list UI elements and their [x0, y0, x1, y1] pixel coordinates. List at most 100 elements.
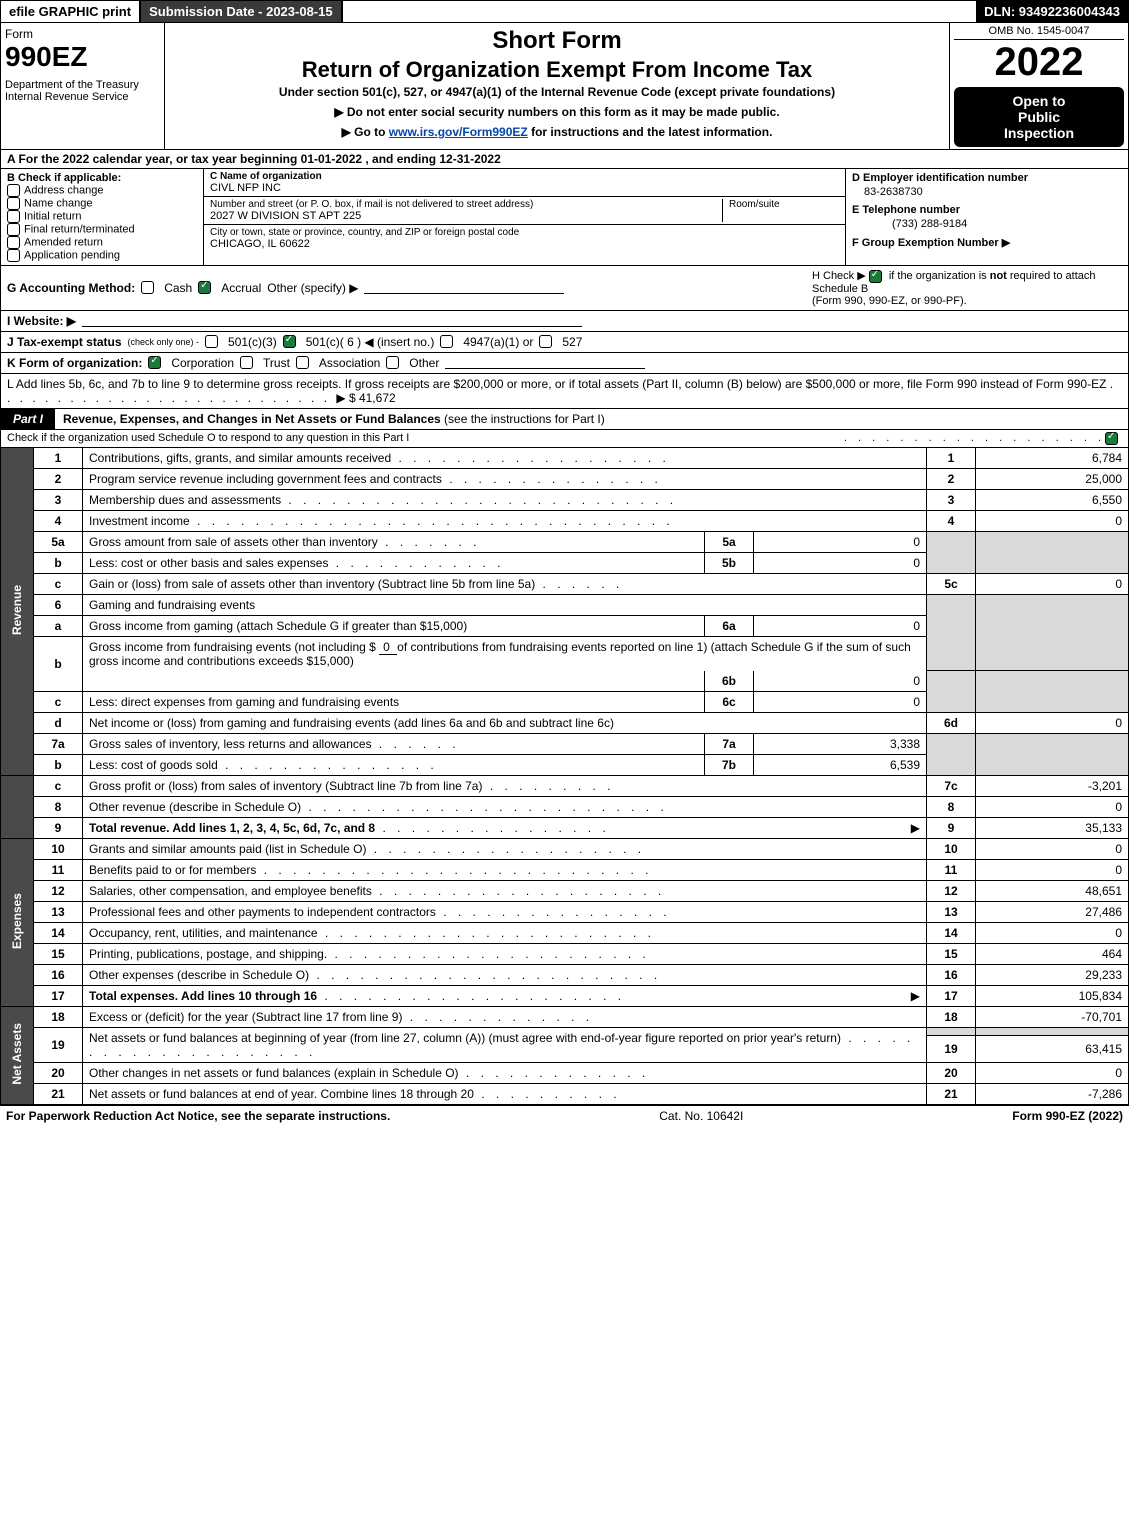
l-text: L Add lines 5b, 6c, and 7b to line 9 to … — [7, 377, 1106, 391]
line-17-amt: 105,834 — [976, 985, 1129, 1006]
k-other-blank[interactable] — [445, 356, 645, 369]
l-row: L Add lines 5b, 6c, and 7b to line 9 to … — [0, 374, 1129, 409]
return-title: Return of Organization Exempt From Incom… — [169, 57, 945, 83]
line-17-desc: Total expenses. Add lines 10 through 16 … — [83, 985, 927, 1006]
footer-left: For Paperwork Reduction Act Notice, see … — [6, 1109, 390, 1123]
goto-post: for instructions and the latest informat… — [531, 125, 772, 139]
chk-other-org[interactable] — [386, 356, 399, 369]
chk-final-return[interactable] — [7, 223, 20, 236]
phone: (733) 288-9184 — [852, 216, 1122, 236]
line-7c-amt: -3,201 — [976, 775, 1129, 796]
line-5a-mini-amt: 0 — [754, 531, 927, 552]
line-16-box: 16 — [927, 964, 976, 985]
line-6c-no: c — [34, 691, 83, 712]
line-21-box: 21 — [927, 1083, 976, 1104]
line-5c-box: 5c — [927, 573, 976, 594]
g-other: Other (specify) ▶ — [267, 281, 358, 295]
line-17-box: 17 — [927, 985, 976, 1006]
chk-initial-return[interactable] — [7, 210, 20, 223]
g-other-blank[interactable] — [364, 281, 564, 294]
line-6b-desc-bottom — [83, 671, 705, 692]
goto-pre: ▶ Go to — [342, 125, 389, 139]
dept-label: Department of the Treasury — [5, 79, 160, 91]
part-i-header: Part I Revenue, Expenses, and Changes in… — [0, 409, 1129, 430]
chk-assoc[interactable] — [296, 356, 309, 369]
part-i-table: Revenue 1 Contributions, gifts, grants, … — [0, 448, 1129, 1105]
line-7c-no: c — [34, 775, 83, 796]
sidebar-revenue-cont — [1, 775, 34, 838]
irs-link[interactable]: www.irs.gov/Form990EZ — [389, 125, 528, 139]
line-6c-desc: Less: direct expenses from gaming and fu… — [83, 691, 705, 712]
chk-h[interactable] — [869, 270, 882, 283]
chk-application-pending[interactable] — [7, 249, 20, 262]
line-14-box: 14 — [927, 922, 976, 943]
line-13-box: 13 — [927, 901, 976, 922]
line-6a-mini-amt: 0 — [754, 615, 927, 636]
sidebar-revenue: Revenue — [1, 448, 34, 776]
chk-name-change[interactable] — [7, 197, 20, 210]
org-address: 2027 W DIVISION ST APT 225 — [210, 210, 722, 222]
shade-7-amt — [976, 733, 1129, 775]
chk-address-change[interactable] — [7, 184, 20, 197]
line-19-box: 19 — [927, 1036, 976, 1062]
l-value: $ 41,672 — [349, 391, 396, 405]
line-13-no: 13 — [34, 901, 83, 922]
line-15-desc: Printing, publications, postage, and shi… — [83, 943, 927, 964]
line-6d-no: d — [34, 712, 83, 733]
chk-amended-return[interactable] — [7, 236, 20, 249]
line-7b-desc: Less: cost of goods sold . . . . . . . .… — [83, 754, 705, 775]
chk-cash[interactable] — [141, 281, 154, 294]
b-opt-2: Initial return — [24, 210, 81, 222]
efile-label[interactable]: efile GRAPHIC print — [1, 1, 141, 22]
section-b: B Check if applicable: Address change Na… — [1, 169, 204, 265]
line-11-box: 11 — [927, 859, 976, 880]
chk-corp[interactable] — [148, 356, 161, 369]
line-12-box: 12 — [927, 880, 976, 901]
line-7b-no: b — [34, 754, 83, 775]
room-suite-label: Room/suite — [722, 199, 839, 222]
chk-accrual[interactable] — [198, 281, 211, 294]
website-blank[interactable] — [82, 314, 582, 327]
line-11-amt: 0 — [976, 859, 1129, 880]
footer-right: Form 990-EZ (2022) — [1012, 1109, 1123, 1123]
sidebar-net-assets: Net Assets — [1, 1006, 34, 1104]
line-8-box: 8 — [927, 796, 976, 817]
chk-sched-o[interactable] — [1105, 432, 1118, 445]
line-9-desc: Total revenue. Add lines 1, 2, 3, 4, 5c,… — [83, 817, 927, 838]
line-6a-no: a — [34, 615, 83, 636]
line-14-desc: Occupancy, rent, utilities, and maintena… — [83, 922, 927, 943]
h-text2: if the organization is — [889, 270, 990, 282]
shade-5 — [927, 531, 976, 573]
line-13-desc: Professional fees and other payments to … — [83, 901, 927, 922]
chk-4947[interactable] — [440, 335, 453, 348]
b-opt-0: Address change — [24, 184, 104, 196]
ssn-warning: ▶ Do not enter social security numbers o… — [169, 105, 945, 119]
line-10-desc: Grants and similar amounts paid (list in… — [83, 838, 927, 859]
line-11-no: 11 — [34, 859, 83, 880]
line-4-amt: 0 — [976, 510, 1129, 531]
line-7c-desc: Gross profit or (loss) from sales of inv… — [83, 775, 927, 796]
line-7b-mini-amt: 6,539 — [754, 754, 927, 775]
chk-501c3[interactable] — [205, 335, 218, 348]
chk-trust[interactable] — [240, 356, 253, 369]
h-box: H Check ▶ if the organization is not req… — [812, 269, 1122, 307]
line-6b-no: b — [34, 636, 83, 691]
sidebar-expenses: Expenses — [1, 838, 34, 1006]
line-20-amt: 0 — [976, 1062, 1129, 1083]
line-17-arrow: ▶ — [911, 989, 920, 1003]
section-c: C Name of organization CIVL NFP INC Numb… — [204, 169, 845, 265]
chk-527[interactable] — [539, 335, 552, 348]
line-6-no: 6 — [34, 594, 83, 615]
chk-501c[interactable] — [283, 335, 296, 348]
line-6b-underline: 0 — [379, 640, 397, 655]
form-number: 990EZ — [5, 41, 160, 73]
shade-6 — [927, 594, 976, 671]
org-city: CHICAGO, IL 60622 — [210, 238, 839, 250]
line-6c-mini-no: 6c — [705, 691, 754, 712]
shade-6bc — [927, 671, 976, 713]
line-7a-no: 7a — [34, 733, 83, 754]
line-5c-amt: 0 — [976, 573, 1129, 594]
line-4-no: 4 — [34, 510, 83, 531]
line-6d-amt: 0 — [976, 712, 1129, 733]
line-16-amt: 29,233 — [976, 964, 1129, 985]
